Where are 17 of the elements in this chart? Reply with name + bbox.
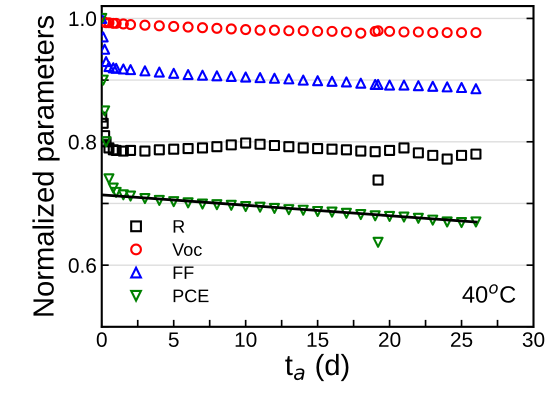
- y-axis-title: Normalized parameters: [32, 16, 60, 316]
- x-tick-label: 5: [168, 332, 179, 347]
- x-tick-label: 0: [96, 332, 107, 347]
- legend-label: FF: [174, 266, 194, 279]
- x-tick-label: 25: [451, 332, 472, 347]
- legend-label: Voc: [172, 243, 202, 256]
- x-tick-label: 20: [379, 332, 400, 347]
- x-tick-label: 30: [522, 332, 544, 347]
- x-tick-label: 10: [236, 332, 256, 347]
- annotation: 40$^{o}$C: [462, 284, 516, 303]
- y-tick-label: 1.0: [70, 11, 96, 26]
- y-tick-label: 0.8: [68, 134, 96, 150]
- legend-label: R: [174, 220, 184, 233]
- x-axis-title: t$_{a}$ (d): [285, 354, 348, 382]
- x-tick-label: 15: [308, 332, 328, 347]
- y-tick-label: 0.6: [68, 258, 96, 273]
- legend-label: PCE: [174, 289, 209, 302]
